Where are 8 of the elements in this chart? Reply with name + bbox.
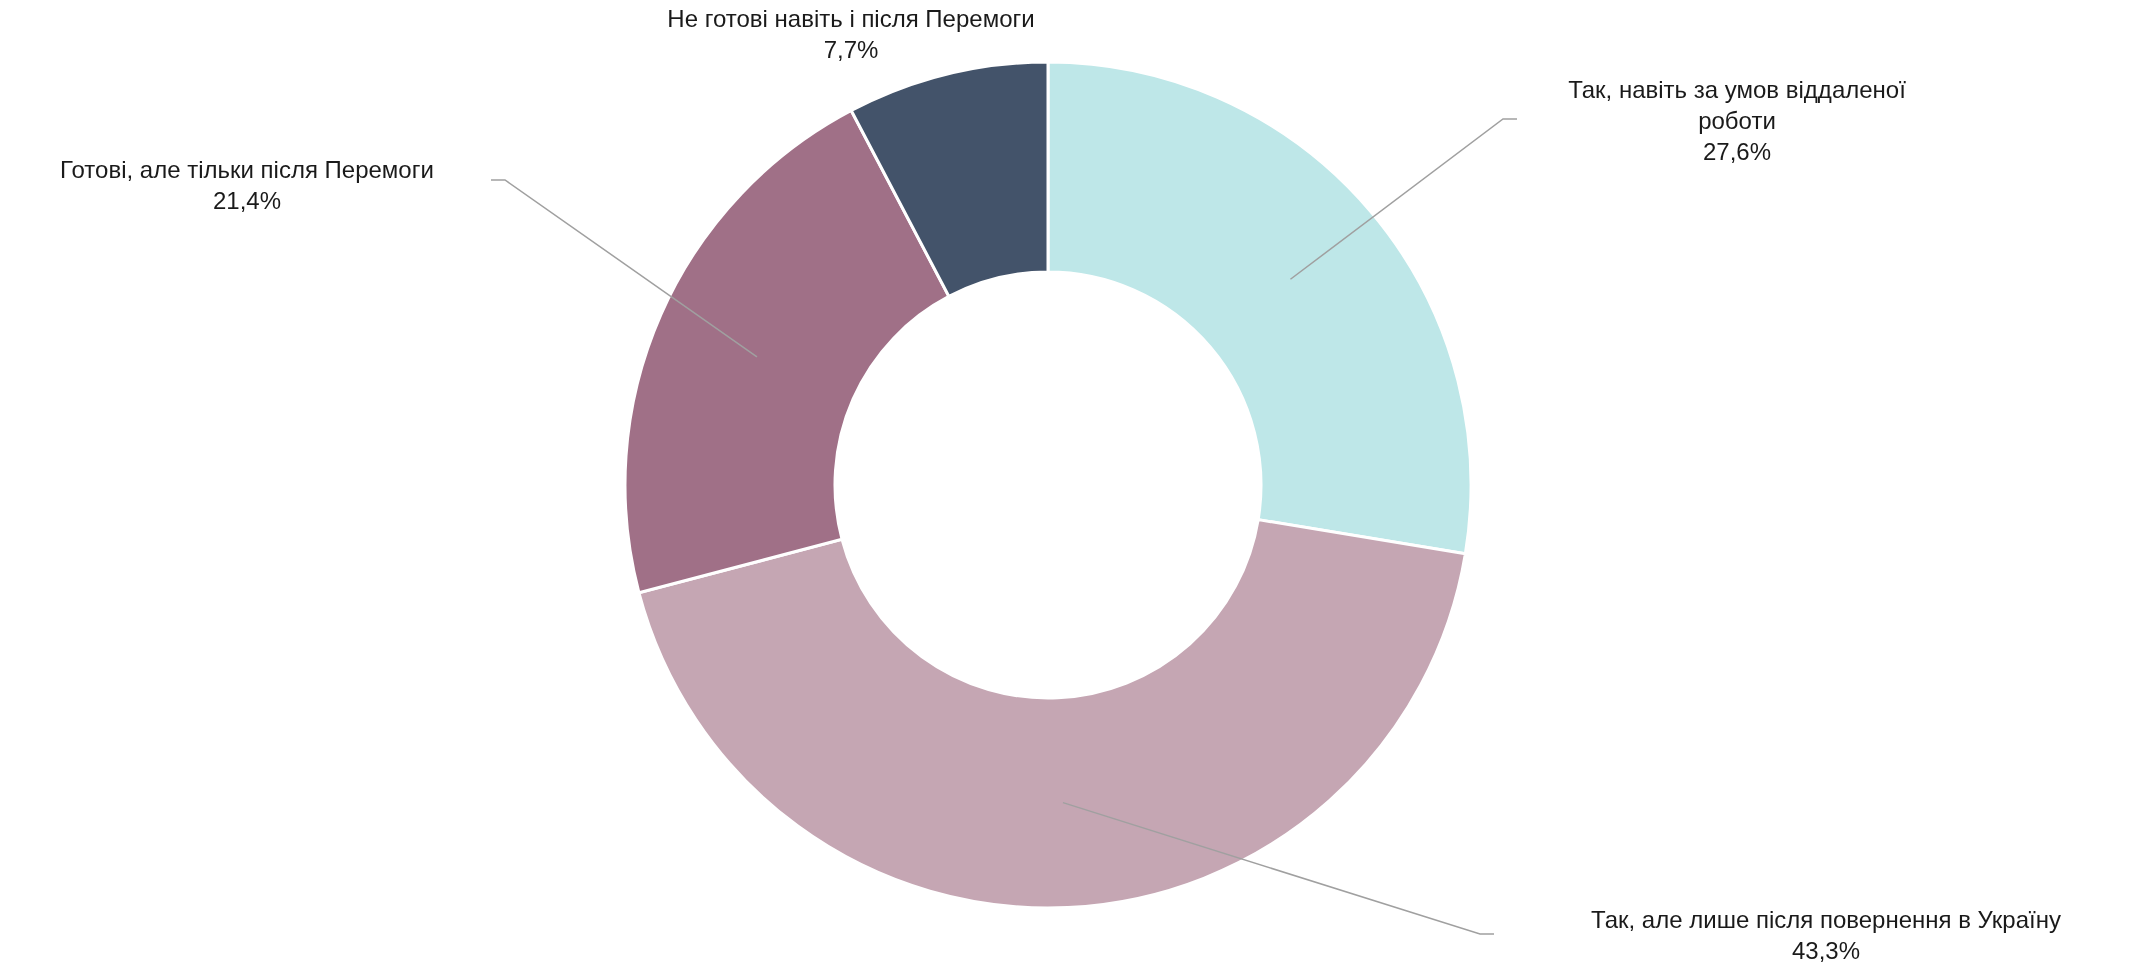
slice-label: Не готові навіть і після Перемоги xyxy=(667,5,1035,32)
slice-label: Так, але лише після повернення в Україну xyxy=(1591,906,2061,933)
data-label: 43,3% xyxy=(1791,937,1861,964)
data-label: 7,7% xyxy=(823,36,879,63)
slice-label: Так, навіть за умов віддаленої роботи xyxy=(1568,76,1907,134)
slice-label: Готові, але тільки після Перемоги xyxy=(60,156,434,183)
data-label: 27,6% xyxy=(1702,138,1772,165)
data-label: 21,4% xyxy=(212,187,282,214)
